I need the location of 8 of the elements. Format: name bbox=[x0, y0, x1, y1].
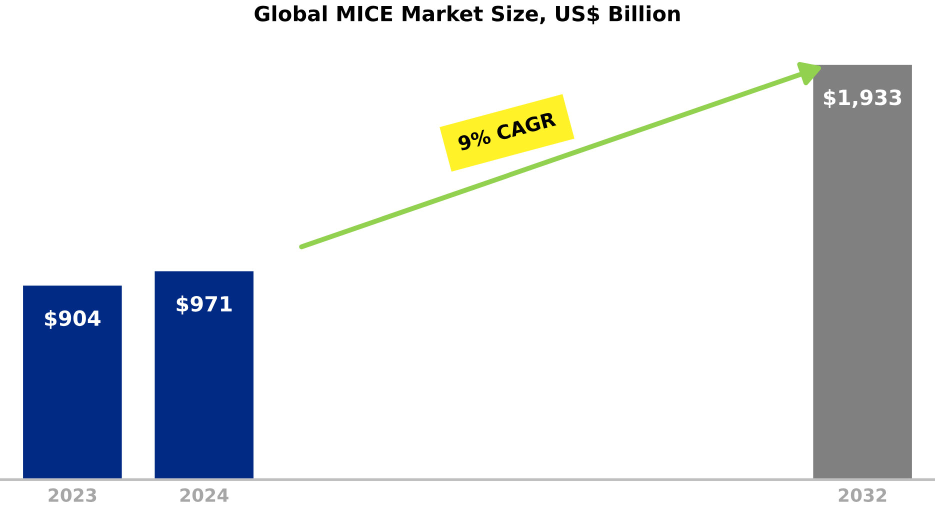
data-label: $971 bbox=[176, 296, 232, 314]
annotation: 9% CAGR bbox=[457, 111, 556, 151]
x-tick-label: 2023 bbox=[48, 488, 96, 502]
data-label: $1,933 bbox=[824, 89, 902, 108]
data-label: $904 bbox=[45, 310, 100, 329]
x-tick-label: 2032 bbox=[838, 488, 886, 502]
chart-title: Global MICE Market Size, US$ Billion bbox=[254, 5, 680, 24]
x-tick-label: 2024 bbox=[180, 488, 228, 502]
